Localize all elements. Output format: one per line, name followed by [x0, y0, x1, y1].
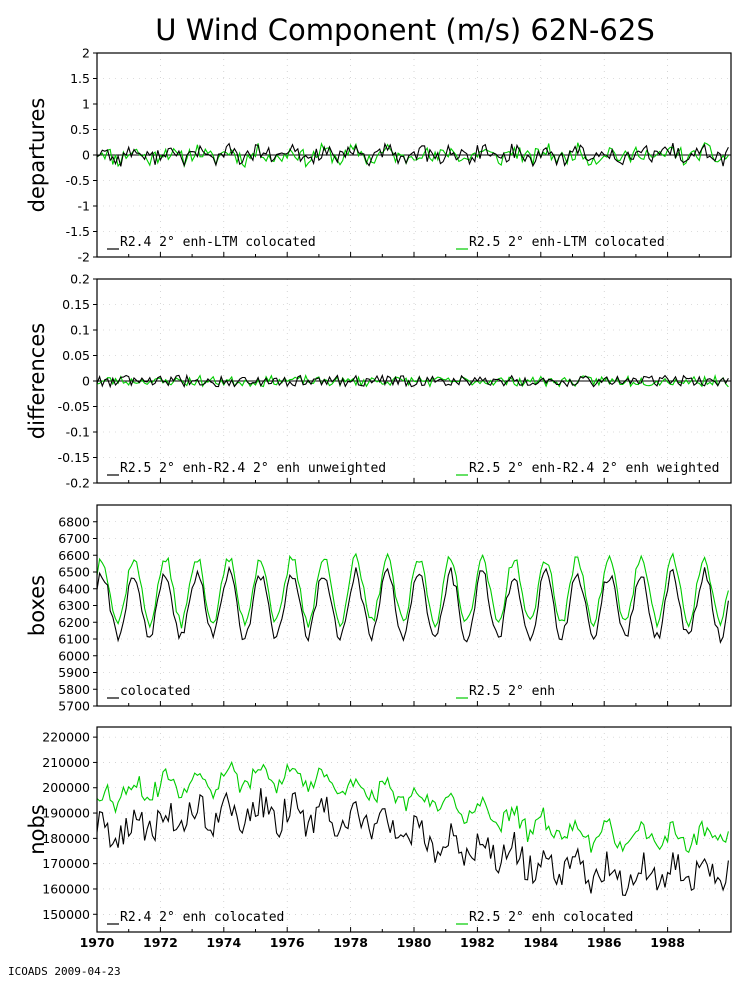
x-tick-label: 1972 [143, 935, 178, 950]
panel-3: 6800670066006500640063006200610060005900… [25, 504, 732, 714]
chart-title: U Wind Component (m/s) 62N-62S [155, 13, 654, 47]
series-line-green [97, 760, 729, 854]
y-tick-label: -1.5 [66, 224, 90, 239]
y-tick-label: 0.5 [70, 122, 90, 137]
panel-1: 2 1.5 1 0.5 0 -0.5 -1 -1.5 -2 departures R2.4 2° e… [25, 46, 732, 265]
y-tick-label: 6500 [58, 565, 90, 580]
series-line-green [97, 552, 729, 629]
x-tick-label: 1976 [270, 935, 305, 950]
x-axis-tick-labels: 1970 1972 1974 1976 1978 1980 1982 1984 1986 1988 [80, 935, 685, 950]
panel-frame [96, 52, 732, 258]
y-tick-label: 6000 [58, 648, 90, 663]
y-tick-label: 6600 [58, 548, 90, 563]
y-tick-label: 6700 [58, 531, 90, 546]
series-line-black [97, 788, 729, 896]
y-axis-label: boxes [25, 575, 49, 636]
y-tick-label: -0.05 [58, 399, 90, 414]
y-tick-label: 0 [82, 374, 90, 389]
panel-frame [96, 504, 732, 707]
y-tick-label: 6200 [58, 615, 90, 630]
y-tick-label: 0.2 [70, 272, 90, 287]
y-tick-label: 210000 [42, 755, 90, 770]
y-tick-label: 160000 [42, 881, 90, 896]
y-tick-label: -0.15 [58, 450, 90, 465]
y-tick-label: 6100 [58, 632, 90, 647]
y-tick-label: 170000 [42, 856, 90, 871]
series-line-black [97, 565, 729, 645]
legend-label: R2.5 2° enh-R2.4 2° enh unweighted [120, 461, 386, 476]
y-tick-label: 200000 [42, 780, 90, 795]
panel-frame [96, 278, 732, 484]
y-axis-label: nobs [25, 804, 49, 854]
y-tick-label: 6300 [58, 598, 90, 613]
series-line-black [97, 373, 729, 389]
y-tick-label: 0.1 [70, 323, 90, 338]
y-tick-label: 0 [82, 148, 90, 163]
y-tick-label: 5900 [58, 665, 90, 680]
panel-4: 220000 210000 200000 190000 180000 170000 1600… [25, 726, 732, 933]
y-tick-label: 220000 [42, 730, 90, 745]
y-tick-label: 180000 [42, 831, 90, 846]
legend-label: R2.5 2° enh-LTM colocated [469, 235, 665, 250]
y-tick-label: 150000 [42, 907, 90, 922]
y-tick-label: -0.2 [66, 476, 90, 491]
panel-frame [96, 726, 732, 933]
series-line-green [97, 142, 729, 169]
panels: 2 1.5 1 0.5 0 -0.5 -1 -1.5 -2 departures R2.4 2° e… [25, 46, 732, 933]
legend-label: R2.5 2° enh colocated [469, 910, 633, 925]
y-tick-label: 0.05 [62, 348, 90, 363]
y-tick-label: 1.5 [70, 71, 90, 86]
y-tick-label: -2 [78, 250, 90, 265]
y-tick-label: 5800 [58, 682, 90, 697]
legend-label: R2.5 2° enh [469, 684, 555, 699]
y-tick-label: -0.1 [66, 425, 90, 440]
y-tick-label: 5700 [58, 699, 90, 714]
series-line-black [97, 142, 729, 168]
legend-label: R2.4 2° enh-LTM colocated [120, 235, 316, 250]
y-tick-label: -0.5 [66, 173, 90, 188]
y-tick-label: 2 [82, 46, 90, 61]
y-tick-label: 190000 [42, 806, 90, 821]
x-tick-label: 1970 [80, 935, 115, 950]
legend-label: R2.4 2° enh colocated [120, 910, 284, 925]
y-axis-label: departures [25, 98, 49, 213]
y-axis-label: differences [25, 323, 49, 439]
y-tick-label: 1 [82, 97, 90, 112]
y-tick-label: 0.15 [62, 297, 90, 312]
panel-2: 0.2 0.15 0.1 0.05 0 -0.05 -0.1 -0.15 -0.2 differe… [25, 272, 732, 491]
x-tick-label: 1974 [206, 935, 241, 950]
y-tick-label: 6400 [58, 581, 90, 596]
legend-label: colocated [120, 684, 190, 699]
x-tick-label: 1984 [523, 935, 558, 950]
x-tick-label: 1980 [397, 935, 432, 950]
x-tick-label: 1978 [333, 935, 368, 950]
y-tick-label: 6800 [58, 514, 90, 529]
x-tick-label: 1982 [460, 935, 495, 950]
y-tick-label: -1 [78, 199, 90, 214]
footer-source-date: ICOADS 2009-04-23 [8, 965, 121, 978]
x-tick-label: 1988 [650, 935, 685, 950]
legend-label: R2.5 2° enh-R2.4 2° enh weighted [469, 461, 719, 476]
x-tick-label: 1986 [587, 935, 622, 950]
